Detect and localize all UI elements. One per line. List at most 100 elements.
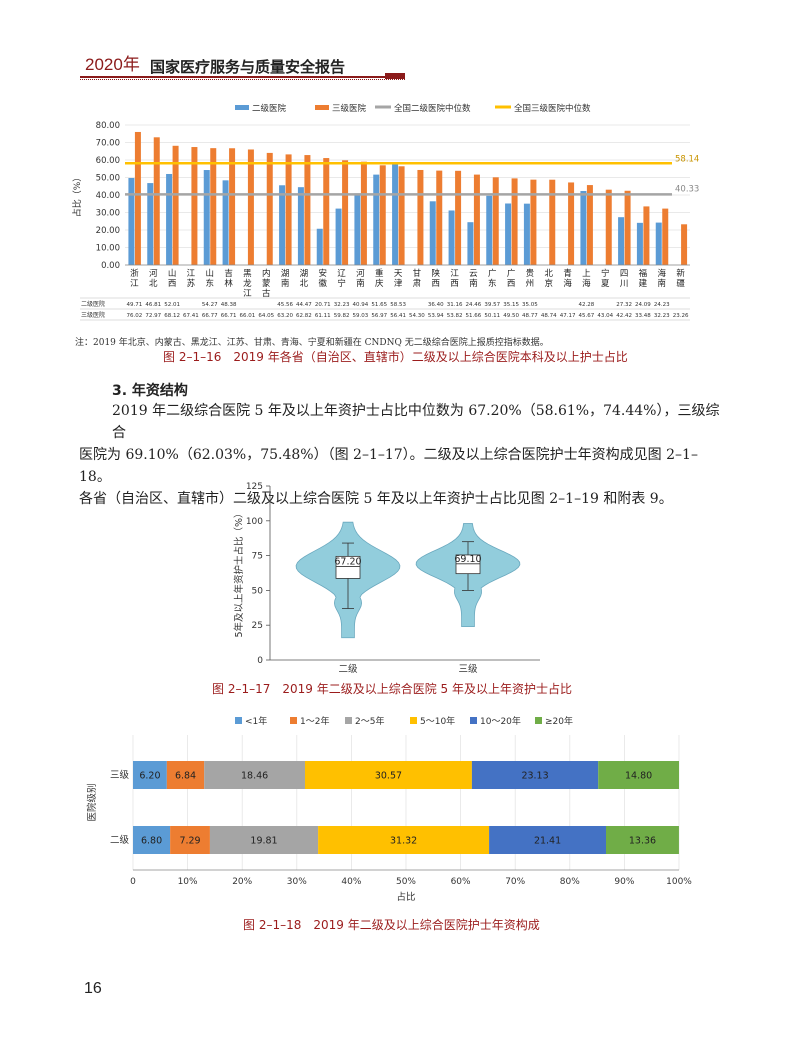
fig18-caption: 图 2–1–18 2019 年二级及以上综合医院护士年资构成 (243, 918, 540, 932)
y-tick-label: 0.00 (101, 261, 120, 271)
x-category-label: 海 (563, 278, 572, 289)
legend-swatch (470, 717, 477, 724)
bar-level2 (467, 222, 474, 265)
y-axis-label: 医院级别 (86, 783, 98, 821)
bar-level3 (549, 179, 556, 265)
x-category-label: 古 (262, 288, 271, 299)
x-tick-label: 20% (232, 877, 252, 887)
x-category-label: 四 (620, 269, 629, 279)
table-cell: 49.71 (127, 302, 143, 308)
x-category-label: 京 (544, 278, 553, 289)
table-cell: 43.04 (597, 313, 613, 319)
bar-level3 (285, 154, 292, 265)
legend-label: 全国三级医院中位数 (514, 103, 591, 114)
segment-label: 19.81 (250, 836, 277, 847)
legend-swatch (235, 105, 249, 110)
y-tick-label: 20.00 (96, 226, 120, 236)
x-category-label: 津 (394, 278, 403, 289)
bar-level2 (279, 185, 286, 265)
fig18-chart: <1年 1～2年 2～5年 5～10年 10～20年 ≥20年 0 10% 20% 30% 40% 5… (86, 715, 692, 903)
x-tick-label: 60% (451, 877, 471, 887)
legend-swatch (315, 105, 329, 110)
segment-label: 21.41 (534, 836, 561, 847)
legend-label: 三级医院 (332, 103, 367, 114)
table-cell: 68.12 (164, 313, 180, 319)
x-tick-label: 80% (560, 877, 580, 887)
y-axis-label: 5年及以上年资护士占比（%） (233, 508, 245, 637)
x-category-label: 湖 (300, 269, 309, 279)
bar-level3 (323, 158, 330, 265)
legend-label: 1～2年 (300, 715, 329, 727)
segment-label: 18.46 (241, 771, 268, 782)
bar-level2 (147, 183, 154, 265)
x-category-label: 北 (149, 279, 158, 289)
table-cell: 42.28 (579, 302, 595, 308)
table-cell: 51.65 (371, 302, 387, 308)
x-category-label: 疆 (676, 279, 685, 289)
bar-level2 (373, 174, 380, 265)
bar-level2 (636, 222, 643, 265)
bar-level2 (335, 208, 342, 265)
bar-level3 (247, 149, 254, 265)
x-category-label: 肃 (413, 278, 422, 289)
x-category-label: 庆 (375, 278, 384, 289)
bar-level3 (210, 148, 217, 265)
bar-level3 (304, 155, 311, 265)
table-cell: 50.11 (484, 313, 500, 319)
legend-swatch (535, 717, 542, 724)
segment-label: 14.80 (625, 771, 652, 782)
bar-level3 (191, 147, 198, 265)
bar-level2 (297, 187, 304, 265)
table-cell: 72.97 (145, 313, 161, 319)
table-cell: 35.05 (522, 302, 538, 308)
x-category-label: 山 (168, 268, 177, 279)
table-cell: 67.41 (183, 313, 199, 319)
x-category-label: 安 (318, 268, 327, 279)
x-tick-label: 30% (287, 877, 307, 887)
bar-level3 (134, 131, 141, 265)
bar-level2 (580, 191, 587, 265)
bar-level3 (624, 190, 631, 265)
x-category-label: 江 (243, 289, 252, 299)
table-row-label: 二级医院 (81, 300, 105, 308)
x-category-label: 河 (356, 268, 365, 279)
legend-swatch (410, 717, 417, 724)
x-category-label: 江 (130, 279, 139, 289)
x-category-label: 蒙 (262, 278, 271, 289)
table-cell: 32.23 (654, 313, 670, 319)
stacked-segment (166, 761, 205, 789)
x-category-label: 南 (356, 278, 365, 289)
x-category-label: 江 (450, 269, 459, 279)
x-category-label: 东 (488, 278, 497, 289)
table-cell: 39.57 (484, 302, 500, 308)
x-category-label: 西 (450, 279, 459, 289)
legend-label: 二级医院 (252, 103, 287, 114)
x-category-label: 北 (544, 269, 553, 279)
bar-level2 (655, 222, 662, 265)
bar-level2 (448, 210, 455, 265)
x-category-label: 苏 (187, 278, 196, 289)
table-cell: 66.01 (240, 313, 256, 319)
table-cell: 63.20 (277, 313, 293, 319)
y-tick-label: 70.00 (96, 139, 120, 149)
bar-level3 (417, 169, 424, 265)
x-category-label: 吉 (224, 269, 233, 279)
iqr-box (335, 555, 361, 579)
x-category-label: 河 (149, 268, 158, 279)
x-category-label: 南 (281, 278, 290, 289)
x-tick-label: 40% (341, 877, 361, 887)
x-category-label: 浙 (130, 268, 139, 279)
table-cell: 20.71 (315, 302, 331, 308)
x-category-label: 宁 (337, 278, 346, 289)
x-category-label: 川 (620, 279, 629, 289)
stacked-segment (170, 826, 210, 854)
header-dotted-rule (80, 79, 405, 80)
table-cell: 36.40 (428, 302, 444, 308)
y-tick-label: 30.00 (96, 209, 120, 219)
median-label: 67.20 (334, 556, 361, 567)
x-category-label: 福 (639, 268, 648, 279)
table-cell: 48.38 (221, 302, 237, 308)
table-cell: 35.15 (503, 302, 519, 308)
legend-label: ≥20年 (545, 715, 573, 727)
table-row-label: 三级医院 (81, 311, 105, 319)
